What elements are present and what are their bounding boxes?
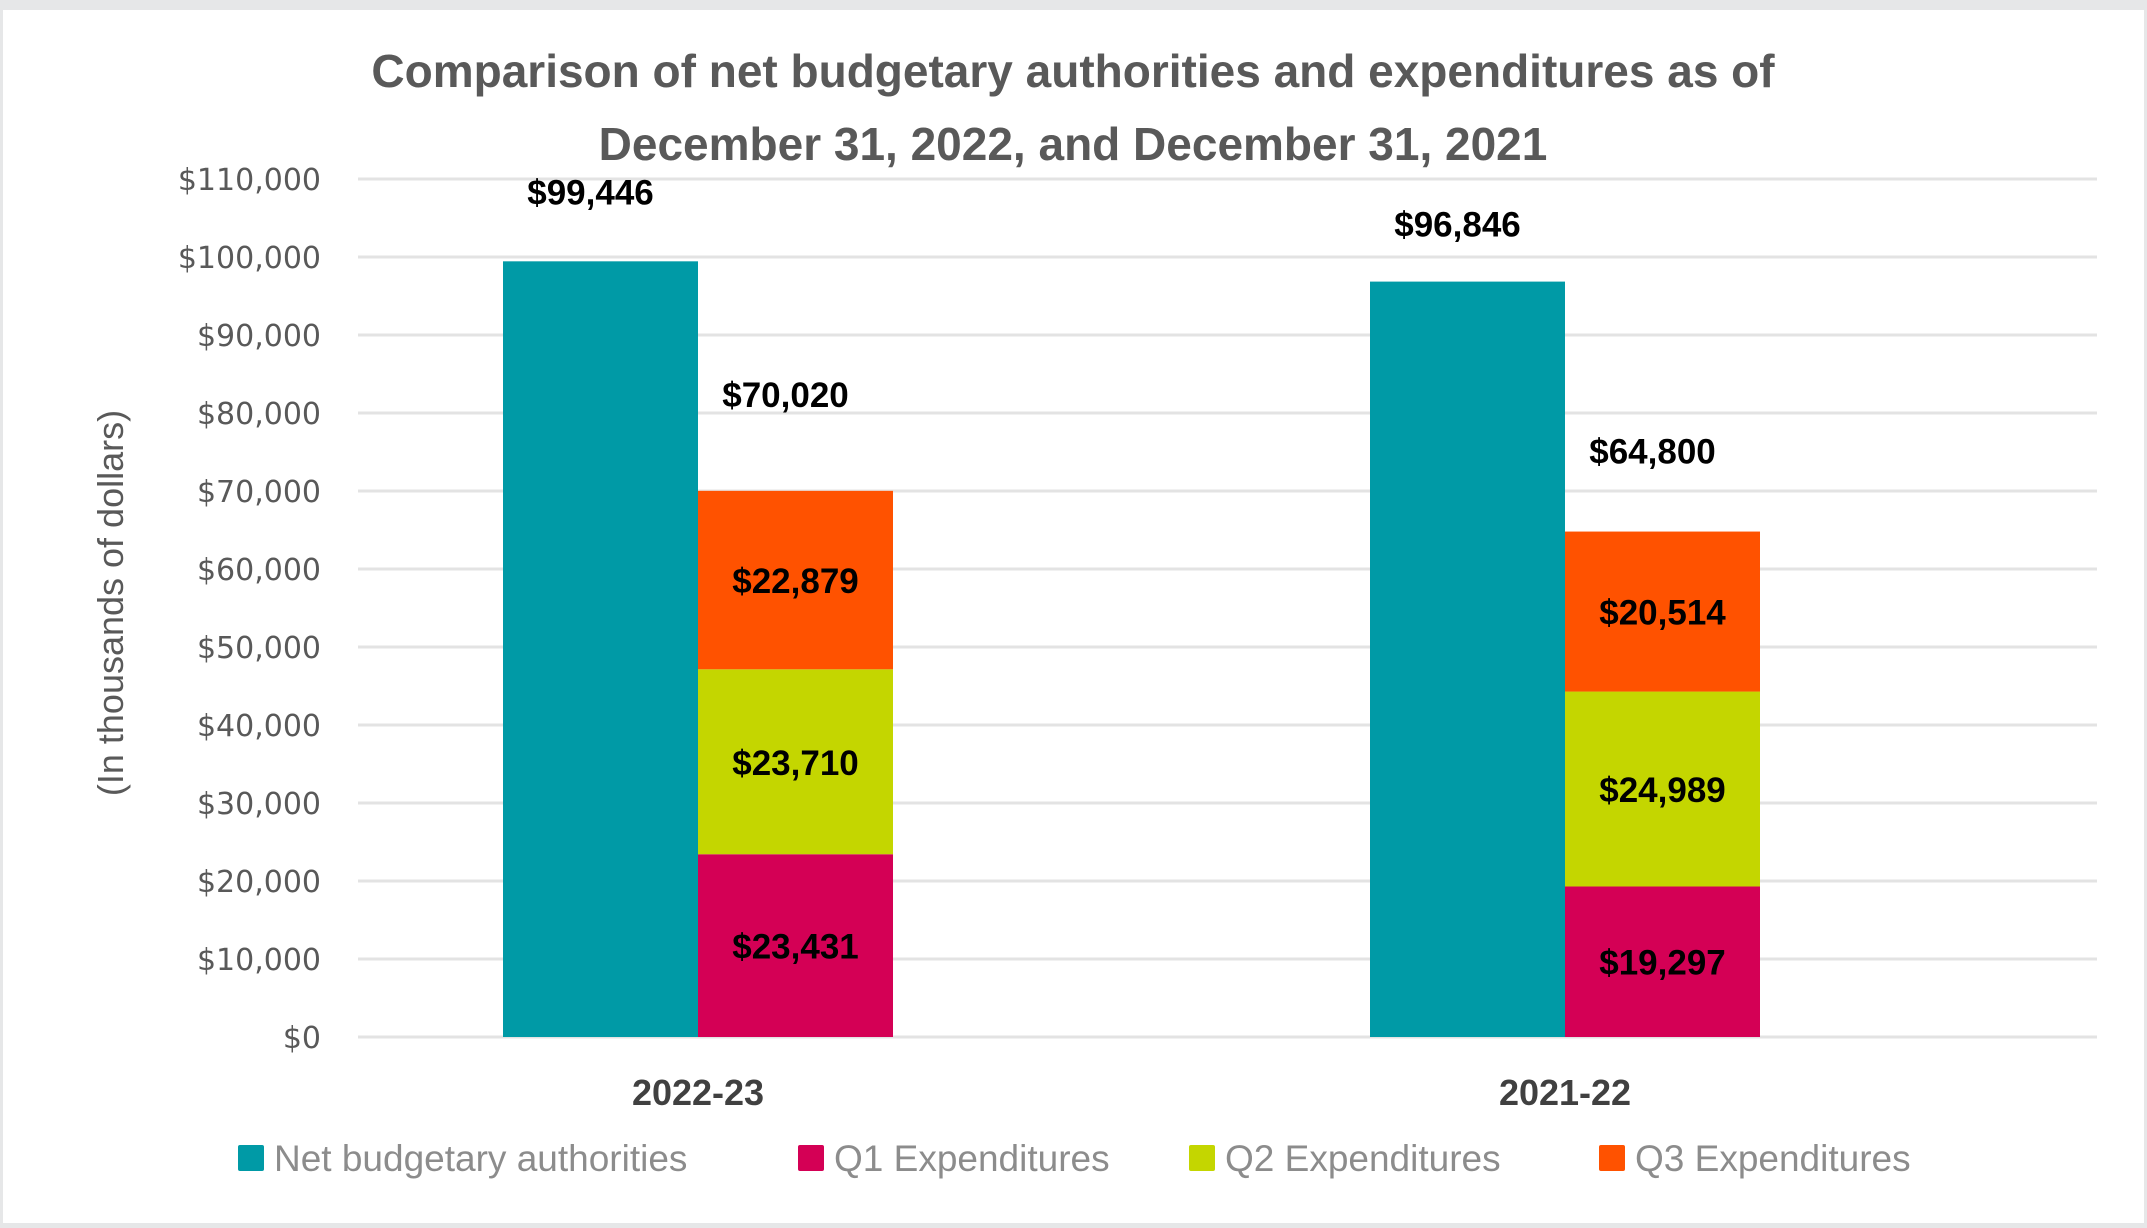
data-labels: $99,446 $23,431 $23,710 $22,879 $70,020 $96,8… <box>527 173 1726 982</box>
legend-label-q3-expenditures: Q3 Expenditures <box>1635 1138 1911 1179</box>
legend-label-net-budgetary-authorities: Net budgetary authorities <box>274 1138 687 1179</box>
data-label-authorities: $96,846 <box>1394 206 1521 245</box>
bar-segment-q2-expenditures <box>698 669 893 855</box>
bar-net-budgetary-authorities <box>503 261 698 1038</box>
bar-segment-q1-expenditures <box>698 854 893 1037</box>
legend-label-q2-expenditures: Q2 Expenditures <box>1225 1138 1501 1179</box>
bars <box>503 261 1760 1038</box>
y-tick-label: $90,000 <box>197 319 321 354</box>
x-category-label: 2021-22 <box>1499 1072 1631 1113</box>
data-label-q3-expenditures: $22,879 <box>732 562 859 601</box>
data-label-q3-expenditures: $20,514 <box>1599 594 1726 633</box>
legend-swatch-q2-expenditures <box>1189 1145 1215 1171</box>
y-tick-label: $100,000 <box>178 241 321 276</box>
y-axis-label: (In thousands of dollars) <box>90 410 131 796</box>
y-tick-label: $0 <box>283 1021 321 1056</box>
bar-net-budgetary-authorities <box>1370 281 1565 1037</box>
data-label-q2-expenditures: $24,989 <box>1599 771 1726 810</box>
data-label-q1-expenditures: $19,297 <box>1599 944 1726 983</box>
chart-title-line-2: December 31, 2022, and December 31, 2021 <box>599 118 1548 170</box>
bar-segment-q1-expenditures <box>1565 886 1760 1037</box>
chart-title-line-1: Comparison of net budgetary authorities … <box>371 45 1775 97</box>
data-label-q1-expenditures: $23,431 <box>732 928 859 967</box>
data-label-expenditures-total: $64,800 <box>1589 433 1716 472</box>
x-axis-categories: 2022-23 2021-22 <box>632 1072 1631 1113</box>
y-tick-label: $60,000 <box>197 553 321 588</box>
legend-swatch-q3-expenditures <box>1599 1145 1625 1171</box>
bar-segment-q2-expenditures <box>1565 691 1760 887</box>
data-label-expenditures-total: $70,020 <box>722 376 849 415</box>
legend: Net budgetary authorities Q1 Expenditures… <box>238 1138 1911 1179</box>
legend-swatch-net-budgetary-authorities <box>238 1145 264 1171</box>
data-label-q2-expenditures: $23,710 <box>732 744 859 783</box>
y-tick-label: $40,000 <box>197 709 321 744</box>
chart-frame: Comparison of net budgetary authorities … <box>3 10 2144 1223</box>
x-category-label: 2022-23 <box>632 1072 764 1113</box>
y-tick-label: $30,000 <box>197 787 321 822</box>
bar-segment-q3-expenditures <box>1565 531 1760 692</box>
y-tick-label: $70,000 <box>197 475 321 510</box>
legend-swatch-q1-expenditures <box>798 1145 824 1171</box>
chart: Comparison of net budgetary authorities … <box>90 45 2097 1179</box>
y-tick-label: $10,000 <box>197 943 321 978</box>
y-tick-label: $50,000 <box>197 631 321 666</box>
y-tick-label: $80,000 <box>197 397 321 432</box>
legend-label-q1-expenditures: Q1 Expenditures <box>834 1138 1110 1179</box>
y-axis-ticks: $0 $10,000 $20,000 $30,000 $40,000 $50,000 $60… <box>178 163 321 1056</box>
bar-segment-q3-expenditures <box>698 490 893 670</box>
y-tick-label: $20,000 <box>197 865 321 900</box>
y-tick-label: $110,000 <box>178 163 321 198</box>
data-label-authorities: $99,446 <box>527 173 654 212</box>
